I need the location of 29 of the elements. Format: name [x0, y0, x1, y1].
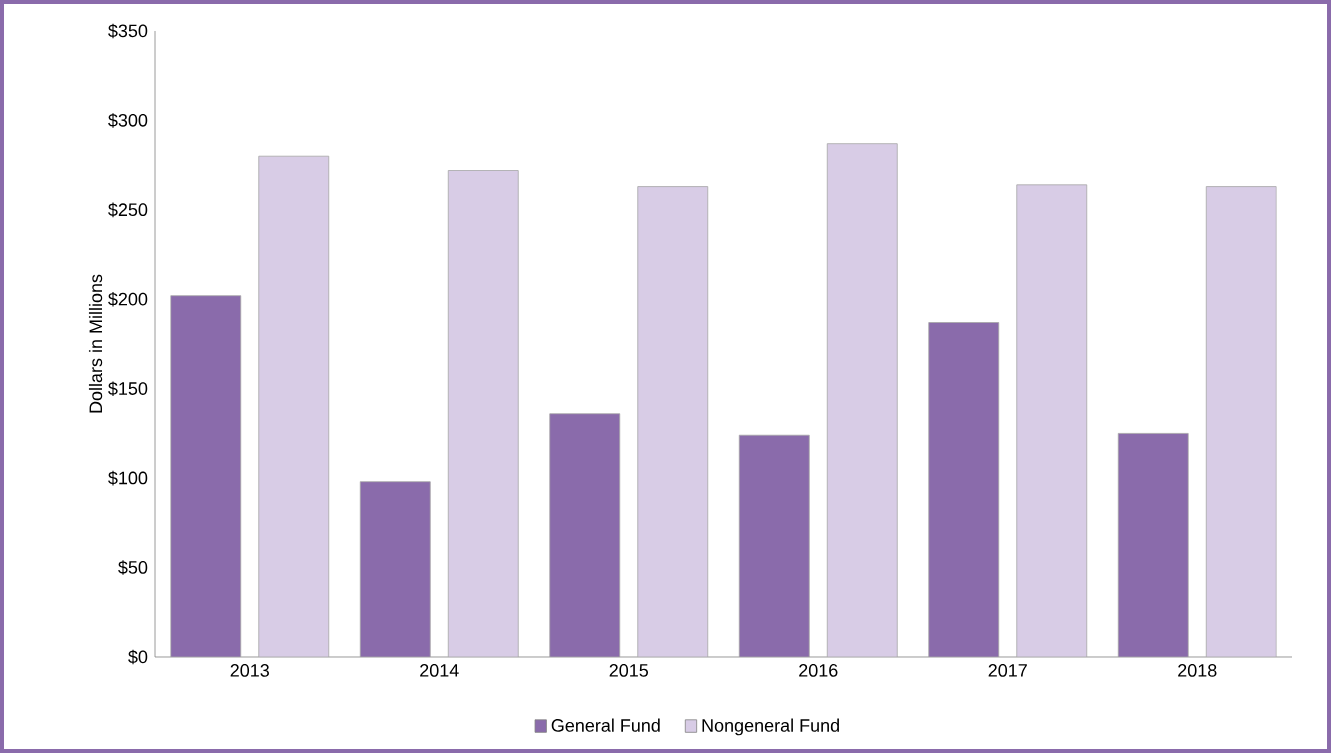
bar [1205, 186, 1277, 657]
y-tick-label: $100 [108, 470, 148, 486]
legend-label: General Fund [551, 718, 660, 732]
bar [738, 434, 810, 657]
bar [258, 155, 330, 657]
x-tick-label: 2018 [1178, 664, 1217, 677]
y-tick-label: $150 [108, 381, 148, 396]
x-tick-label: 2013 [230, 664, 269, 677]
y-tick-label: $350 [108, 23, 148, 39]
bar [826, 143, 898, 657]
y-tick-label: $300 [108, 113, 148, 128]
y-axis-title: Dollars in Millions [88, 274, 103, 413]
bar [1016, 184, 1088, 657]
bar [170, 295, 242, 657]
x-tick-label: 2017 [988, 664, 1027, 677]
y-tick-label: $50 [118, 560, 148, 575]
y-tick-label: $0 [128, 649, 148, 665]
x-tick-label: 2016 [799, 664, 838, 677]
bar [447, 170, 519, 657]
bar [637, 186, 709, 657]
legend-label: Nongeneral Fund [702, 718, 839, 736]
bar [359, 481, 431, 657]
x-tick-label: 2015 [609, 664, 649, 677]
y-tick-label: $250 [108, 202, 148, 218]
y-tick-label: $200 [108, 291, 148, 307]
bar [928, 322, 1000, 657]
bar [1117, 433, 1189, 657]
x-tick-label: 2014 [420, 664, 459, 677]
bar [549, 413, 621, 657]
